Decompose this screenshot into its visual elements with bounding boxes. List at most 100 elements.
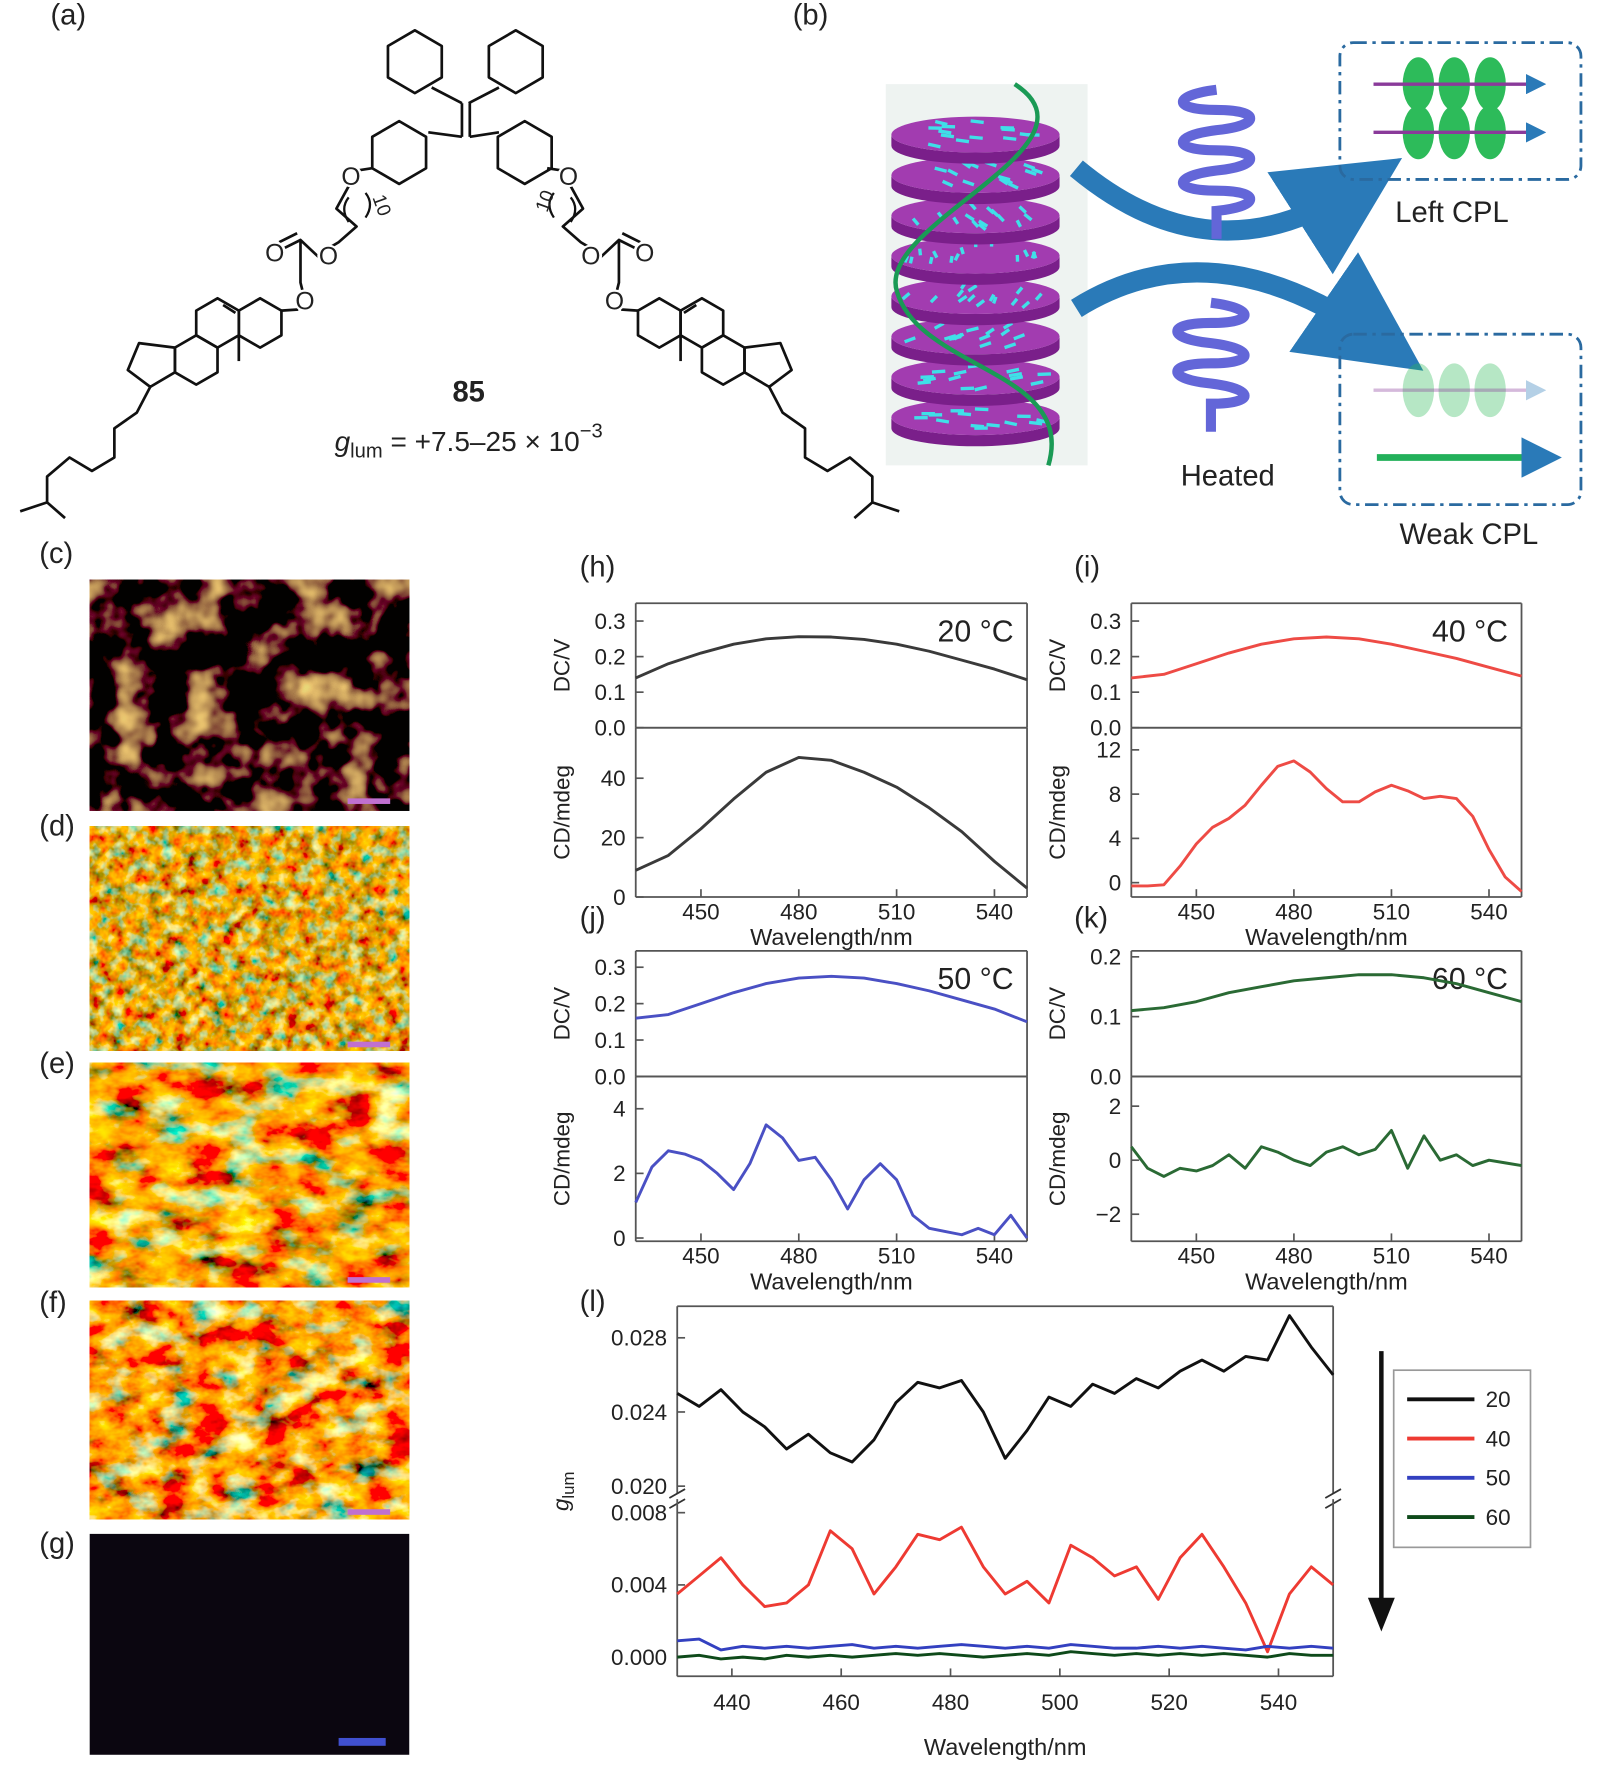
mesogen xyxy=(931,369,946,374)
panel-label: (f) xyxy=(39,1287,67,1319)
panel-label: (g) xyxy=(39,1528,75,1560)
panel-label: (b) xyxy=(793,0,829,32)
micrograph xyxy=(89,1300,410,1520)
panel-label: (a) xyxy=(50,0,86,32)
ring xyxy=(173,333,219,386)
legend-label: 40 xyxy=(1486,1426,1511,1451)
x-tick-label: 540 xyxy=(976,899,1013,924)
mesogen xyxy=(1002,136,1017,141)
mesogen xyxy=(986,422,1000,428)
molecule xyxy=(19,28,901,520)
mesogen xyxy=(996,213,1005,223)
mesogen xyxy=(974,407,989,412)
x-tick-label: 440 xyxy=(713,1690,750,1715)
cpl-waves xyxy=(1373,57,1547,418)
mesogen xyxy=(1018,205,1027,214)
molecule-half xyxy=(19,166,373,520)
x-tick-label: 450 xyxy=(1178,1244,1215,1269)
y-axis-label: CD/mdeg xyxy=(1045,765,1070,860)
legend-label: 20 xyxy=(1486,1387,1511,1412)
chain xyxy=(326,185,358,251)
y-tick-label: 2 xyxy=(613,1161,625,1186)
disc xyxy=(891,174,1060,205)
y-tick-label: 0 xyxy=(1109,870,1121,895)
disc xyxy=(891,336,1060,366)
mesogen xyxy=(1010,297,1019,307)
annotation: 60 °C xyxy=(1432,963,1508,996)
mesogen xyxy=(959,246,965,255)
disc xyxy=(891,215,1060,245)
mesogen xyxy=(1013,333,1026,341)
glum-sup: −3 xyxy=(580,420,603,442)
mesogen xyxy=(938,129,952,135)
legend-label: 50 xyxy=(1486,1466,1511,1491)
atom-label: O xyxy=(581,244,600,271)
y-tick-label: 0 xyxy=(1109,1148,1121,1173)
wave xyxy=(1438,363,1470,418)
x-axis-label: Wavelength/nm xyxy=(750,924,913,950)
mesogen xyxy=(1006,367,1020,374)
mesogen xyxy=(1028,420,1043,426)
mesogen xyxy=(928,256,934,265)
helix-icon xyxy=(1178,84,1255,239)
y-tick-label: −2 xyxy=(1096,1202,1122,1227)
mesogen xyxy=(1031,251,1038,259)
data-line xyxy=(677,1650,1334,1661)
ring xyxy=(386,28,444,95)
y-tick-label: 8 xyxy=(1109,782,1121,807)
mesogen xyxy=(934,166,948,173)
y-axis-label: glum xyxy=(548,1472,578,1512)
panel-label: (k) xyxy=(1074,902,1108,934)
x-tick-label: 540 xyxy=(976,1244,1013,1269)
mesogen xyxy=(956,289,965,298)
bond xyxy=(46,501,66,520)
label: Weak CPL xyxy=(1399,519,1538,551)
mesogen xyxy=(920,375,934,379)
mesogen xyxy=(992,296,998,305)
y-axis-label-main: CD/mdeg xyxy=(550,765,575,860)
panel-label: (c) xyxy=(39,538,73,570)
atom-label: O xyxy=(319,244,338,271)
y-tick-label: 0.0 xyxy=(594,1064,625,1089)
micrograph xyxy=(89,579,410,811)
mesogen xyxy=(1000,328,1011,337)
data-line xyxy=(676,1525,1335,1654)
mesogen xyxy=(1002,321,1014,330)
ring xyxy=(487,28,545,95)
scale-bar xyxy=(347,1041,391,1048)
mesogen xyxy=(911,217,920,226)
label: Heated xyxy=(1181,461,1275,493)
y-tick-label: 0.028 xyxy=(611,1326,667,1351)
mesogen xyxy=(990,208,999,217)
disc xyxy=(891,376,1060,406)
y-tick-label: 0.004 xyxy=(611,1573,667,1598)
y-tick-label: 0 xyxy=(613,885,625,910)
mesogen xyxy=(1022,249,1030,258)
mesogen xyxy=(1004,420,1018,427)
x-tick-label: 480 xyxy=(780,899,817,924)
data-line xyxy=(1131,635,1522,680)
mesogen xyxy=(962,179,975,187)
mesogen xyxy=(975,299,986,308)
helix-stack xyxy=(891,116,1060,447)
mesogen xyxy=(964,213,975,222)
data-line xyxy=(1130,1129,1522,1178)
x-axis-label: Wavelength/nm xyxy=(1245,924,1408,950)
y-axis-label: CD/mdeg xyxy=(550,765,575,860)
panel-label: (h) xyxy=(580,551,616,583)
mesogen xyxy=(966,294,976,303)
x-tick-label: 450 xyxy=(1178,899,1215,924)
x-tick-label: 510 xyxy=(878,1244,915,1269)
y-tick-label: 0.0 xyxy=(1090,1064,1121,1089)
chain-index: 10 xyxy=(532,188,559,215)
data-line xyxy=(676,1314,1335,1464)
bond xyxy=(222,303,237,315)
scale-bar xyxy=(347,798,391,804)
x-axis-label: Wavelength/nm xyxy=(924,1734,1087,1760)
mesogen xyxy=(935,418,950,424)
ring xyxy=(126,341,177,389)
mesogen xyxy=(901,291,911,301)
mesogen xyxy=(953,253,960,262)
x-tick-label: 510 xyxy=(878,899,915,924)
